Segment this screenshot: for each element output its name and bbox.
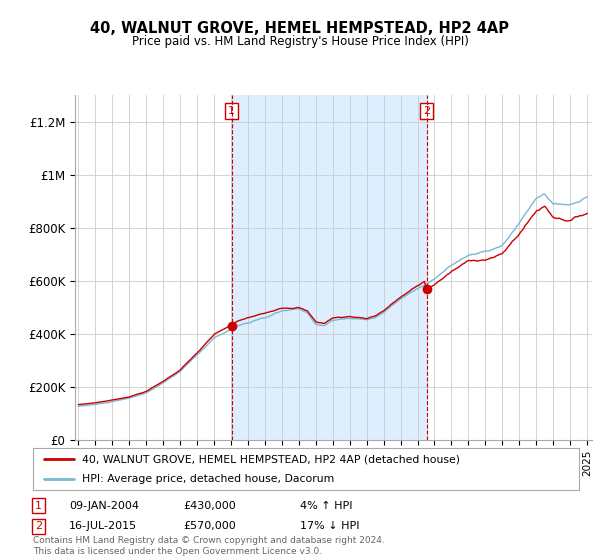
Text: 1: 1 bbox=[35, 501, 42, 511]
Text: Contains HM Land Registry data © Crown copyright and database right 2024.
This d: Contains HM Land Registry data © Crown c… bbox=[33, 536, 385, 556]
Text: HPI: Average price, detached house, Dacorum: HPI: Average price, detached house, Daco… bbox=[82, 474, 334, 484]
Text: 40, WALNUT GROVE, HEMEL HEMPSTEAD, HP2 4AP (detached house): 40, WALNUT GROVE, HEMEL HEMPSTEAD, HP2 4… bbox=[82, 454, 460, 464]
Text: 09-JAN-2004: 09-JAN-2004 bbox=[69, 501, 139, 511]
Text: 1: 1 bbox=[228, 106, 235, 116]
Text: 16-JUL-2015: 16-JUL-2015 bbox=[69, 521, 137, 531]
Text: £430,000: £430,000 bbox=[183, 501, 236, 511]
Text: 2: 2 bbox=[35, 521, 42, 531]
Text: £570,000: £570,000 bbox=[183, 521, 236, 531]
Bar bbox=[232, 95, 427, 440]
Text: 2: 2 bbox=[423, 106, 430, 116]
Text: 40, WALNUT GROVE, HEMEL HEMPSTEAD, HP2 4AP: 40, WALNUT GROVE, HEMEL HEMPSTEAD, HP2 4… bbox=[91, 21, 509, 36]
Text: Price paid vs. HM Land Registry's House Price Index (HPI): Price paid vs. HM Land Registry's House … bbox=[131, 35, 469, 48]
Text: 4% ↑ HPI: 4% ↑ HPI bbox=[300, 501, 353, 511]
Text: 17% ↓ HPI: 17% ↓ HPI bbox=[300, 521, 359, 531]
